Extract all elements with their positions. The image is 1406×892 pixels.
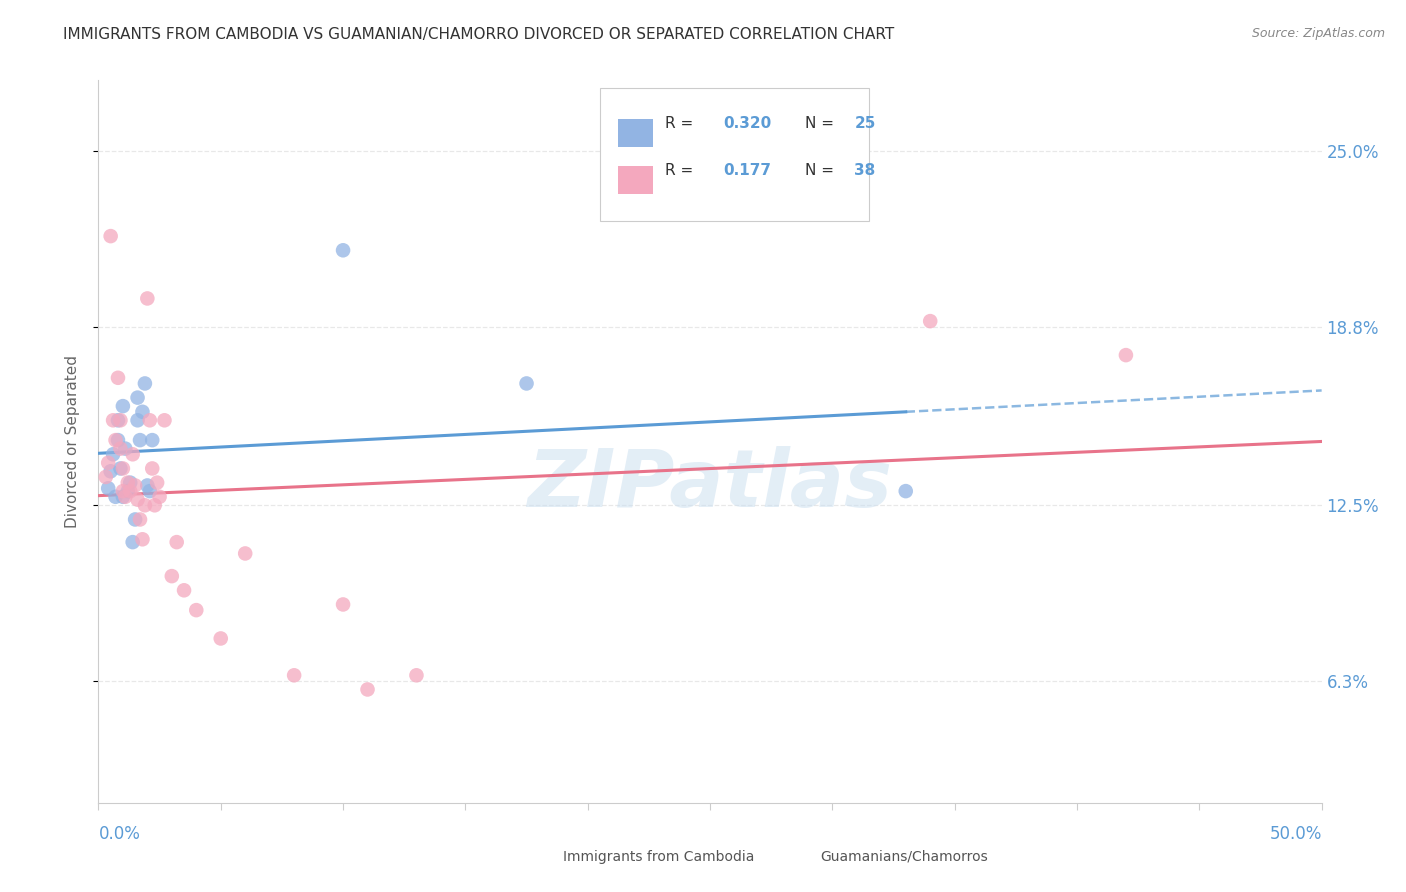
Point [127,492,149,507]
Point [101,447,124,461]
Point [153,413,176,427]
Text: 0.0%: 0.0% [98,825,141,844]
FancyBboxPatch shape [526,850,557,865]
FancyBboxPatch shape [619,166,652,194]
Point [233,546,256,560]
Point [107,371,129,385]
Point [121,535,143,549]
Text: R =: R = [665,116,693,131]
Point [332,598,354,612]
Point [139,484,162,499]
Text: Immigrants from Cambodia: Immigrants from Cambodia [564,850,755,864]
Point [97,456,120,470]
Point [894,484,917,499]
Point [134,498,156,512]
Point [405,668,427,682]
FancyBboxPatch shape [783,850,814,865]
Point [111,484,134,499]
Text: IMMIGRANTS FROM CAMBODIA VS GUAMANIAN/CHAMORRO DIVORCED OR SEPARATED CORRELATION: IMMIGRANTS FROM CAMBODIA VS GUAMANIAN/CH… [63,27,894,42]
FancyBboxPatch shape [619,120,652,147]
Point [107,413,129,427]
Point [110,442,132,456]
Text: 0.320: 0.320 [724,116,772,131]
Point [111,490,134,504]
Point [136,292,159,306]
Point [131,533,153,547]
Point [332,244,354,258]
Point [149,490,172,504]
Point [146,475,169,490]
Text: R =: R = [665,163,693,178]
Point [101,413,124,427]
Point [104,433,127,447]
Point [143,498,166,512]
Text: Guamanians/Chamorros: Guamanians/Chamorros [820,850,988,864]
Text: 25: 25 [855,116,876,131]
Point [114,490,136,504]
Point [515,376,537,391]
Point [114,442,136,456]
Point [166,535,188,549]
Point [131,405,153,419]
Point [120,484,142,499]
Point [141,433,163,447]
Text: 0.177: 0.177 [724,163,772,178]
Point [110,413,132,427]
Point [104,490,127,504]
Point [356,682,378,697]
Text: 38: 38 [855,163,876,178]
Point [129,433,152,447]
Point [160,569,183,583]
Point [283,668,305,682]
Point [121,447,143,461]
Point [97,481,120,495]
Point [129,512,152,526]
Text: N =: N = [806,116,834,131]
Point [107,433,129,447]
Point [117,475,139,490]
Point [134,376,156,391]
Point [111,399,134,413]
Text: ZIPatlas: ZIPatlas [527,446,893,524]
Point [209,632,232,646]
Point [141,461,163,475]
Point [111,461,134,475]
Point [173,583,195,598]
Point [920,314,942,328]
Point [127,413,149,427]
Y-axis label: Divorced or Separated: Divorced or Separated [65,355,80,528]
Point [186,603,208,617]
Point [120,475,142,490]
Point [100,229,122,244]
Point [127,391,149,405]
Point [110,461,132,475]
Point [100,464,122,478]
Text: 50.0%: 50.0% [1270,825,1322,844]
Point [136,478,159,492]
Point [1115,348,1137,362]
Point [139,413,162,427]
Text: Source: ZipAtlas.com: Source: ZipAtlas.com [1251,27,1385,40]
Point [117,484,139,499]
Point [124,478,146,492]
FancyBboxPatch shape [600,87,869,221]
Point [94,470,117,484]
Point [124,512,146,526]
Text: N =: N = [806,163,834,178]
